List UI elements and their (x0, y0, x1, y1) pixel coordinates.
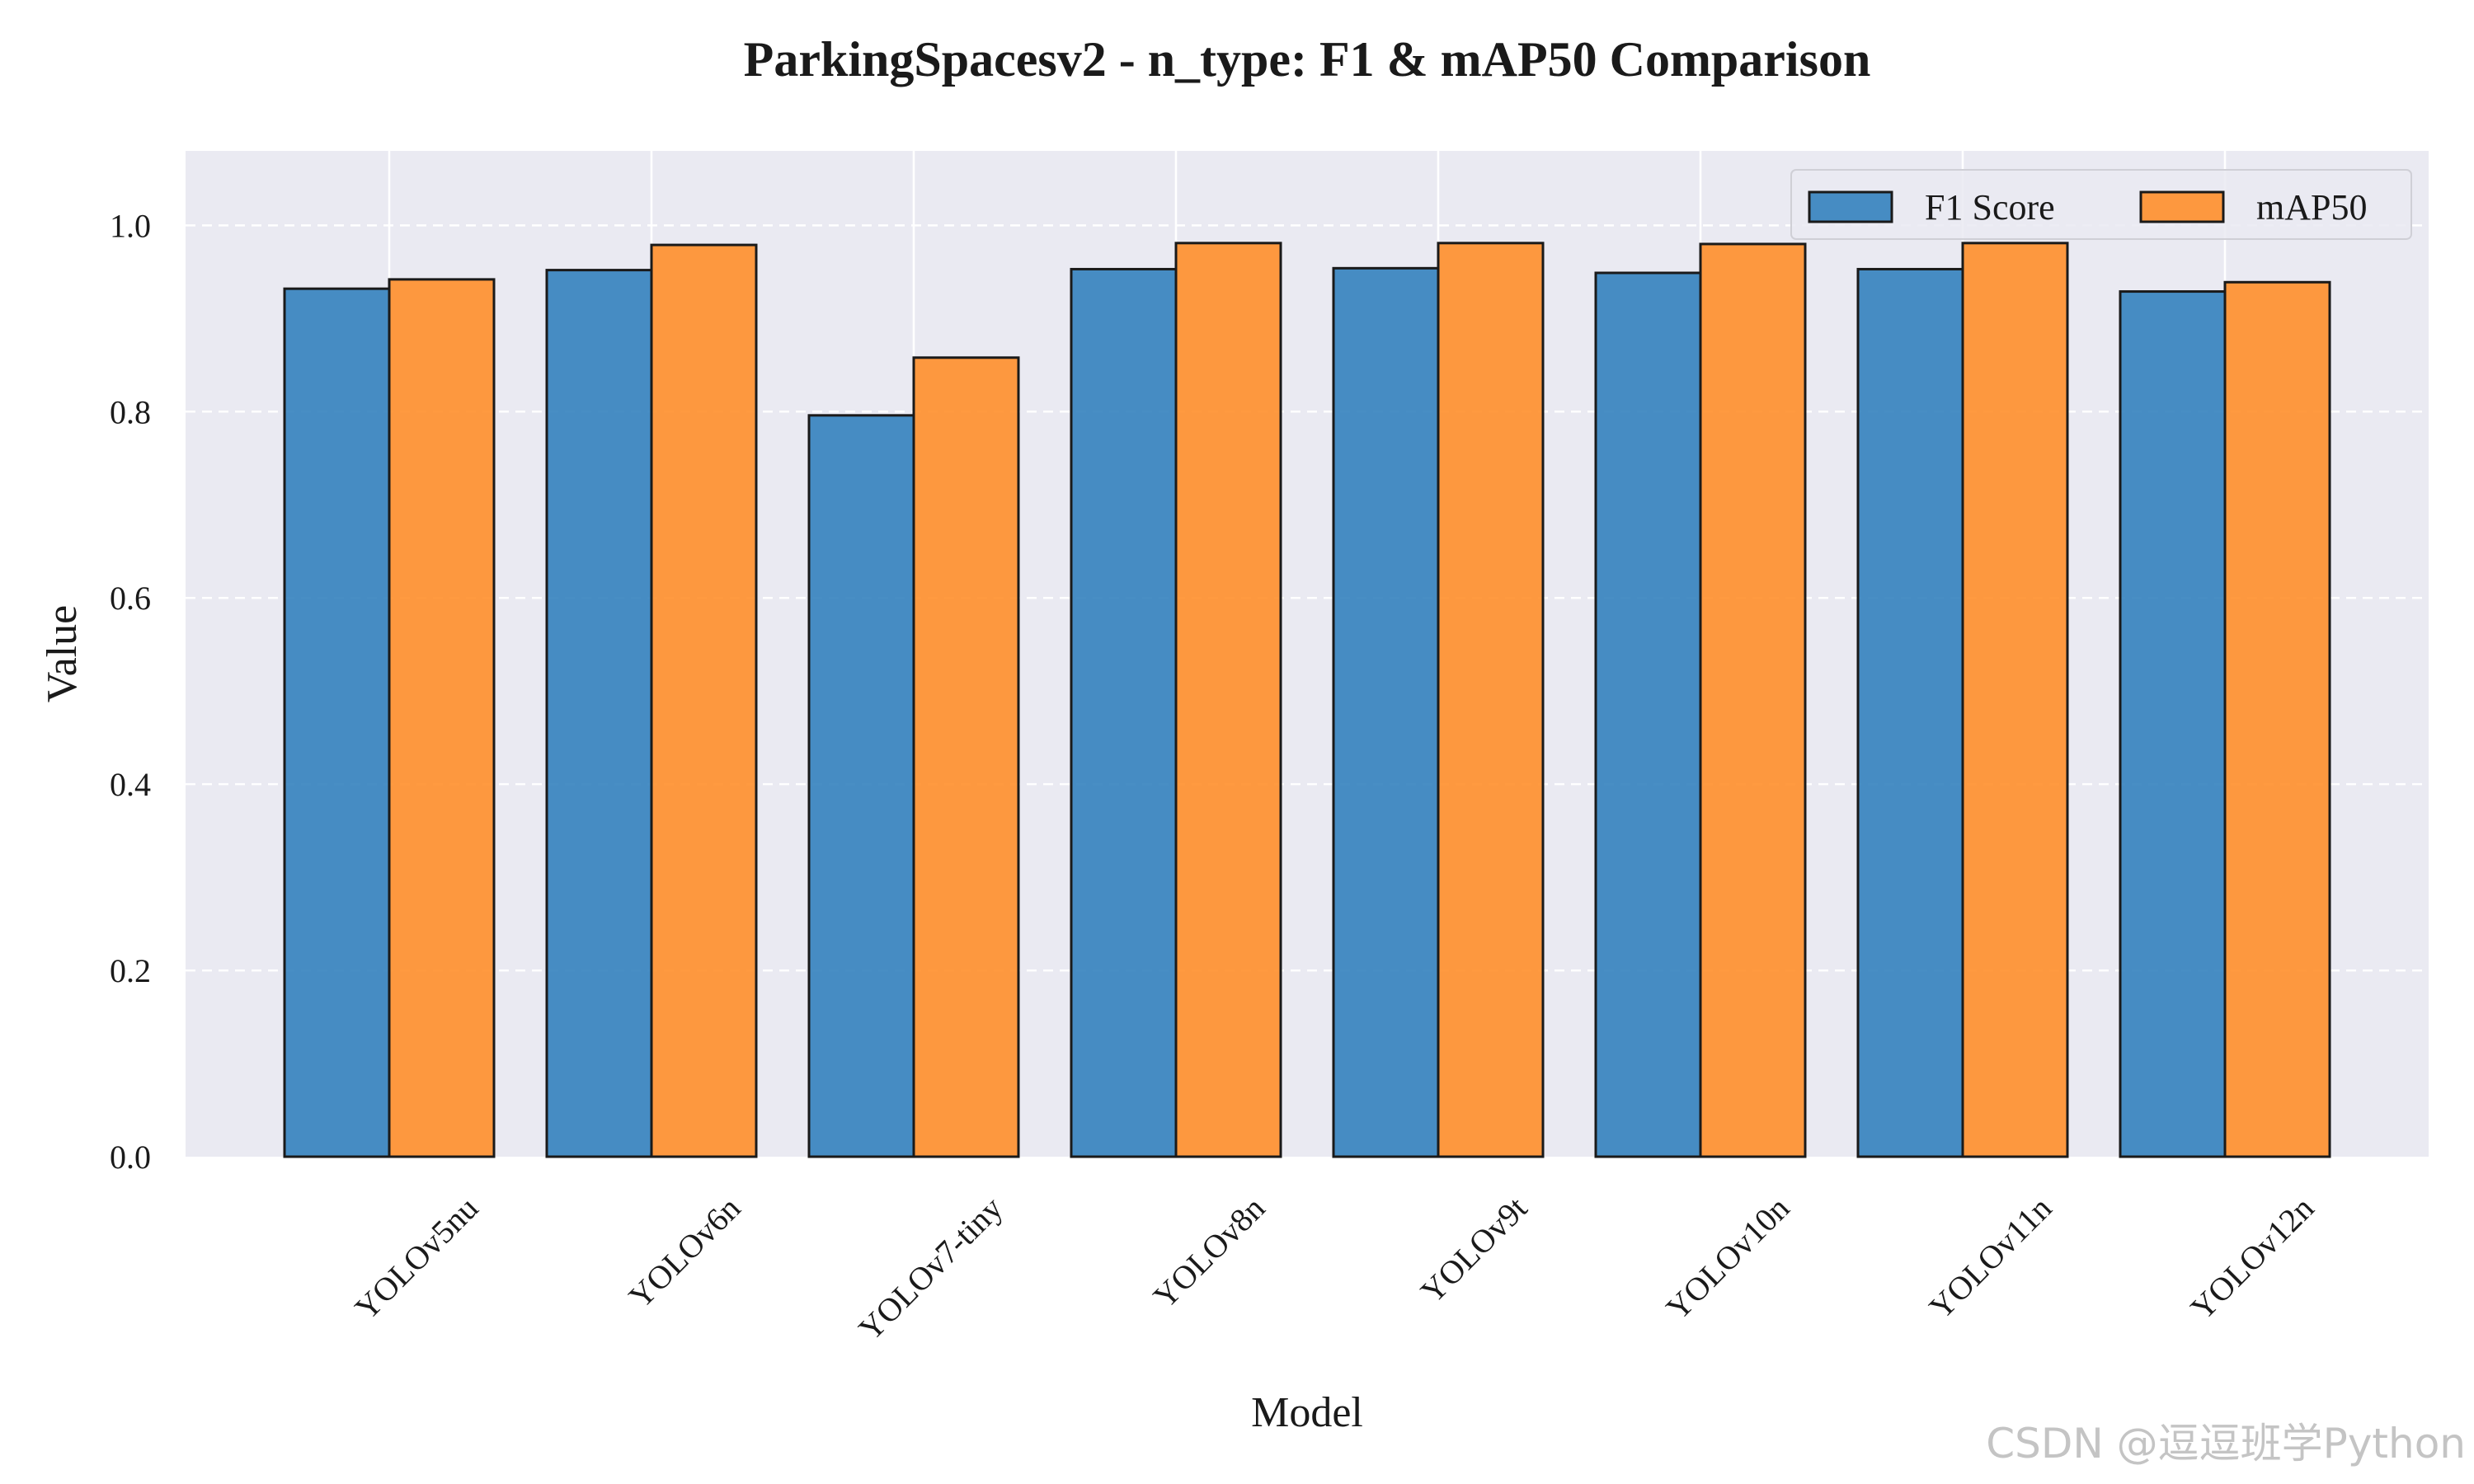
x-tick-label: YOLOv7-tiny (851, 1190, 1009, 1348)
legend-box (1790, 169, 2412, 240)
bar-map50-yolov12n (2223, 280, 2331, 1158)
x-tick-label: YOLOv11n (1921, 1190, 2058, 1327)
x-axis-label: Model (1251, 1389, 1363, 1436)
x-axis-ticks: YOLOv5nu YOLOv6n YOLOv7-tiny YOLOv8n YOLOv9t… (347, 1190, 2321, 1348)
x-tick-label: YOLOv5nu (347, 1190, 485, 1327)
bar-map50-yolov10n (1699, 242, 1807, 1158)
bar-f1-yolov5nu (283, 287, 391, 1158)
y-tick-label: 0.6 (110, 580, 151, 617)
bar-map50-yolov9t (1437, 242, 1545, 1158)
y-tick-label: 0.0 (110, 1139, 151, 1176)
bar-map50-yolov5nu (388, 278, 496, 1158)
y-tick-label: 1.0 (110, 207, 151, 244)
bar-f1-yolov8n (1070, 267, 1178, 1158)
legend-swatch-f1 (1808, 190, 1893, 223)
y-axis-label: Value (39, 605, 86, 702)
legend: F1 Score mAP50 (1790, 169, 2412, 240)
y-tick-label: 0.2 (110, 952, 151, 989)
plot-area (186, 151, 2429, 1157)
x-tick-label: YOLOv10n (1658, 1190, 1796, 1327)
bar-f1-yolov12n (2119, 290, 2227, 1158)
bar-map50-yolov11n (1961, 242, 2069, 1158)
legend-swatch-map50 (2139, 190, 2225, 223)
bar-map50-yolov7-tiny (912, 356, 1020, 1158)
x-tick-label: YOLOv6n (622, 1190, 748, 1316)
bar-map50-yolov8n (1174, 242, 1282, 1158)
bar-f1-yolov11n (1856, 267, 1964, 1158)
bar-f1-yolov7-tiny (807, 414, 915, 1158)
x-tick-label: YOLOv8n (1146, 1190, 1272, 1316)
bar-f1-yolov6n (545, 269, 653, 1158)
x-tick-label: YOLOv9t (1413, 1190, 1535, 1311)
y-axis-ticks: 0.0 0.2 0.4 0.6 0.8 1.0 (110, 207, 151, 1176)
watermark: CSDN @逗逗班学Python (1986, 1420, 2466, 1468)
bar-f1-yolov10n (1594, 271, 1702, 1158)
x-tick-label: YOLOv12n (2183, 1190, 2321, 1327)
bar-f1-yolov9t (1332, 266, 1440, 1158)
chart-title: ParkingSpacesv2 - n_type: F1 & mAP50 Com… (744, 32, 1871, 87)
bars (283, 242, 2331, 1158)
bar-map50-yolov6n (650, 243, 758, 1158)
legend-label: mAP50 (2256, 187, 2367, 228)
y-tick-label: 0.8 (110, 393, 151, 430)
legend-label: F1 Score (1925, 187, 2055, 228)
y-tick-label: 0.4 (110, 766, 151, 803)
